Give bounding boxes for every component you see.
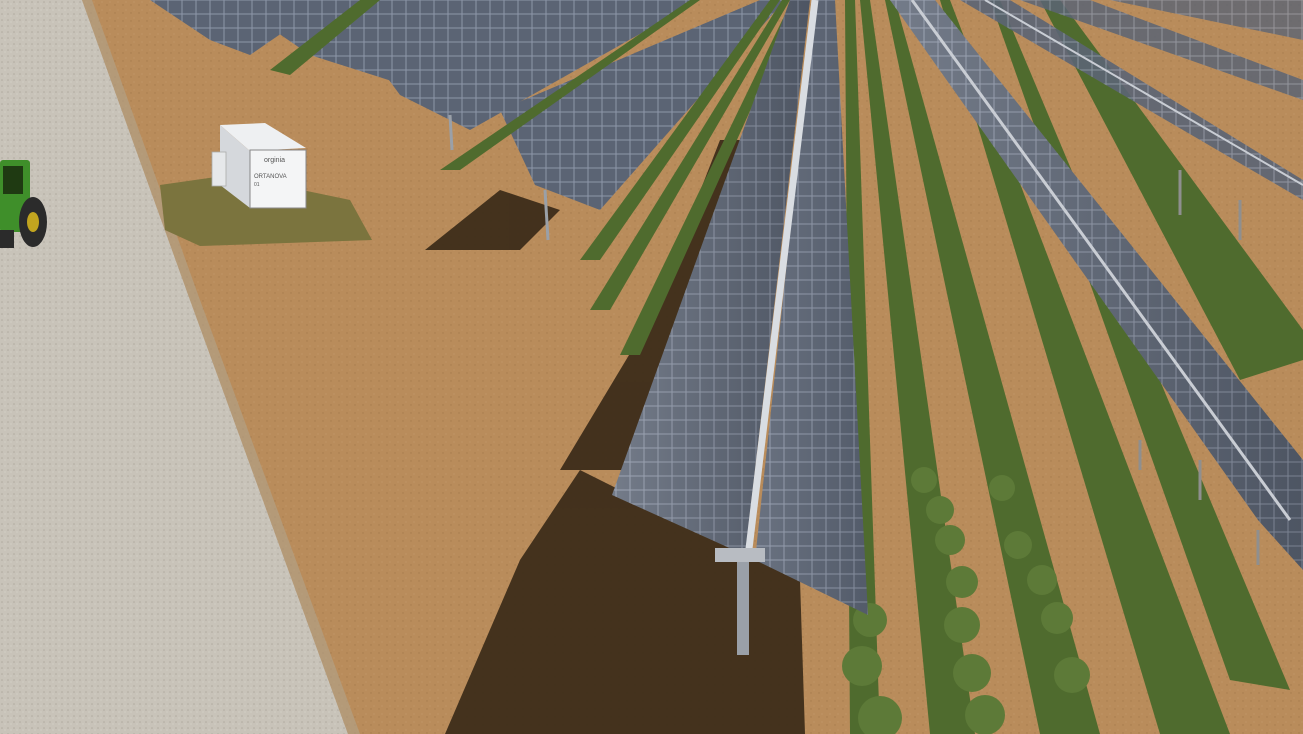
site-container: orginia ORTANOVA 01 — [160, 123, 372, 246]
container-side — [220, 125, 250, 208]
support-post — [737, 560, 749, 655]
container-logo: orginia — [264, 157, 285, 164]
container-front — [249, 149, 307, 209]
container-roof — [220, 123, 306, 151]
crop-bushes — [842, 467, 1090, 734]
main-solar-array — [612, 0, 868, 655]
right-arrays — [890, 0, 1303, 570]
gravel-road — [0, 0, 348, 734]
container-mound — [160, 175, 372, 246]
tractor — [0, 160, 47, 248]
torque-tube — [744, 0, 819, 558]
road-edge — [82, 0, 360, 734]
container-sublabel: 01 — [254, 182, 260, 188]
container-label: ORTANOVA — [254, 174, 287, 180]
